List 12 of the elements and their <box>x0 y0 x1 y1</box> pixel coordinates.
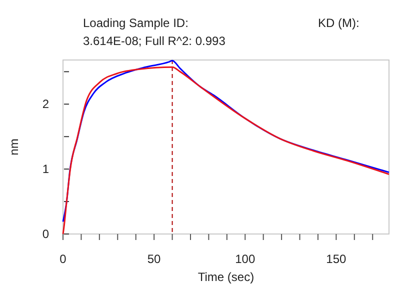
x-tick-label: 100 <box>235 252 256 266</box>
y-axis-title: nm <box>7 138 21 156</box>
chart-title: Loading Sample ID: <box>83 16 188 30</box>
chart-subtitle: 3.614E-08; Full R^2: 0.993 <box>83 34 226 48</box>
y-tick-label: 0 <box>42 227 50 241</box>
y-tick-label: 2 <box>42 97 50 112</box>
x-axis-title: Time (sec) <box>198 270 254 284</box>
x-tick-label: 50 <box>147 252 162 266</box>
x-tick-label: 0 <box>60 252 67 266</box>
text: KD (M): <box>318 16 360 30</box>
x-tick-label: 150 <box>326 252 347 266</box>
y-tick-label: 1 <box>42 162 50 176</box>
